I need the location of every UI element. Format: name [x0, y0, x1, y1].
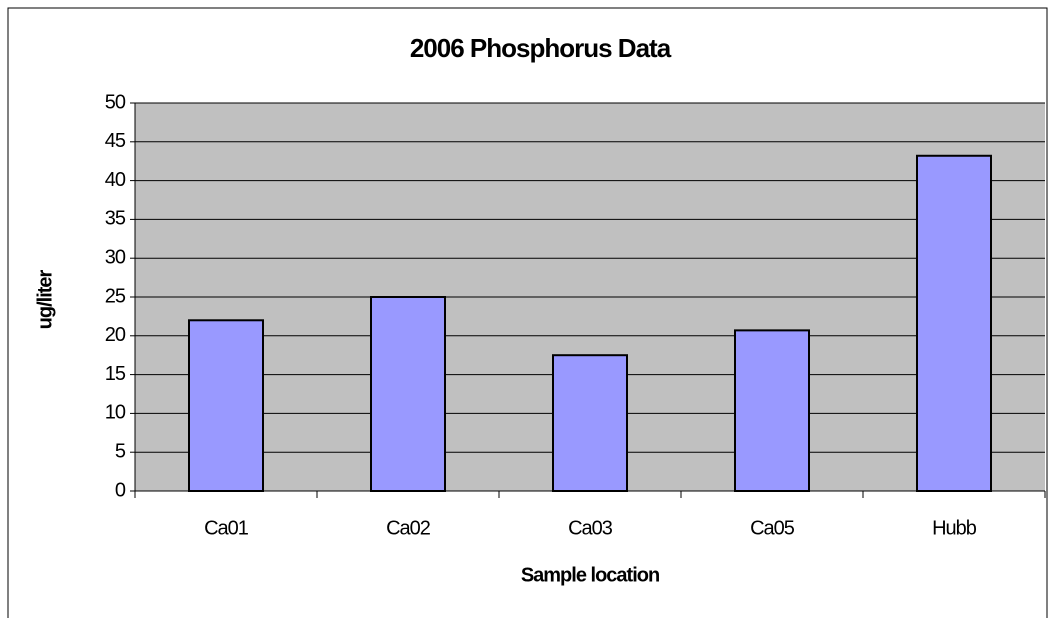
x-tick-label: Ca01	[204, 517, 249, 539]
y-tick-label: 15	[105, 363, 126, 385]
y-tick-label: 50	[105, 91, 126, 113]
bar	[734, 329, 810, 493]
bar	[370, 296, 446, 492]
y-tick-label: 0	[115, 479, 126, 501]
y-tick-label: 5	[115, 440, 126, 462]
y-tick-label: 20	[105, 324, 126, 346]
y-tick-label: 40	[105, 169, 126, 191]
chart-title: 2006 Phosphorus Data	[410, 33, 672, 63]
bar	[552, 354, 628, 493]
x-axis-label: Sample location	[521, 564, 659, 586]
x-tick-label: Hubb	[932, 517, 977, 539]
y-tick-label: 30	[105, 246, 126, 268]
x-tick-label: Ca05	[750, 517, 795, 539]
y-tick-label: 25	[105, 285, 126, 307]
bar	[188, 319, 264, 492]
x-tick-label: Ca02	[386, 517, 431, 539]
bar	[916, 154, 992, 492]
y-axis-label: ug/liter	[34, 269, 56, 329]
y-tick-label: 45	[105, 130, 126, 152]
chart-frame	[7, 7, 1048, 618]
y-tick-label: 35	[105, 208, 126, 230]
y-tick-label: 10	[105, 402, 126, 424]
x-tick-label: Ca03	[568, 517, 613, 539]
